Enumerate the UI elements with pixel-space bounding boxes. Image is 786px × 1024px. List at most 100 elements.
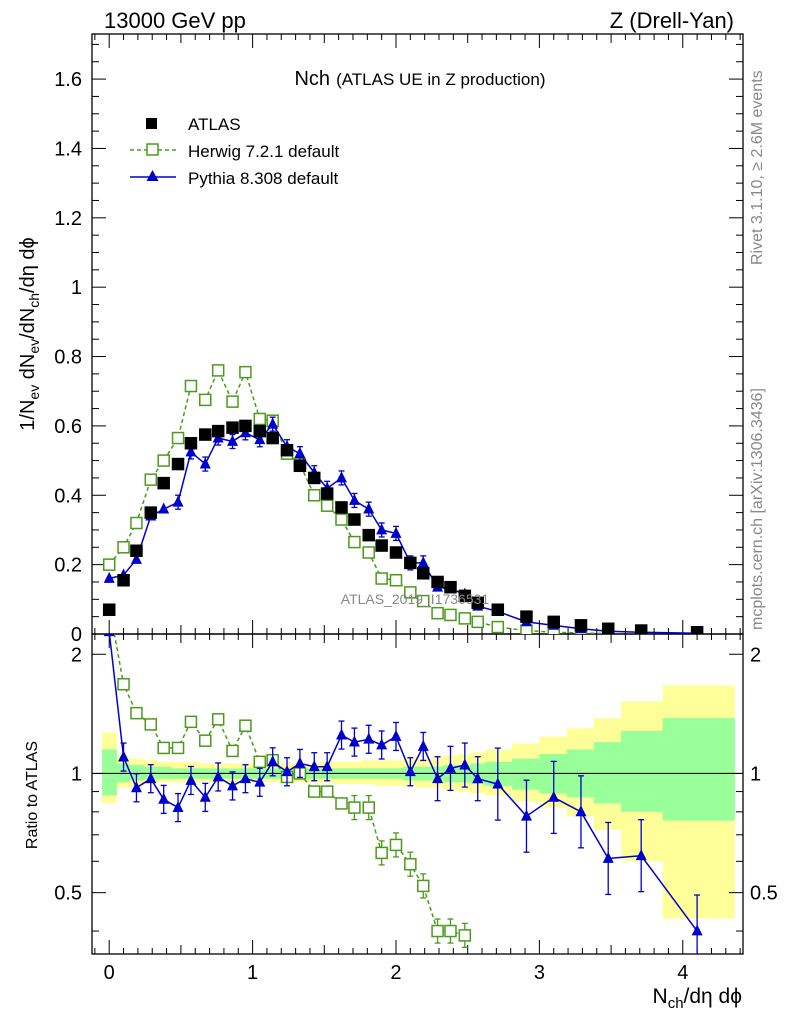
atlas-point [471,596,484,610]
atlas-point [520,610,533,623]
herwig-point [211,364,225,377]
legend-label-pythia: Pythia 8.308 default [188,169,339,188]
pythia-ratio-point [267,755,279,767]
x-tick-label: 0 [104,962,115,984]
pythia-point [103,571,115,583]
herwig-point [171,431,185,445]
ratio-y-tick-label-right: 1 [750,763,761,785]
y-tick-label: 0.2 [54,555,82,577]
atlas-point [184,436,198,450]
herwig-point [199,393,212,407]
herwig-ratio-point [431,924,444,938]
y-tick-label: 0.4 [54,485,82,507]
plot-title-main: Nch [294,68,330,90]
pythia-ratio-point [130,781,142,793]
atlas-point [335,501,348,514]
atlas-point [389,546,403,559]
atlas-point [171,457,185,471]
atlas-point [574,619,588,632]
pythia-ratio-point [158,792,170,804]
pythia-ratio-point [390,729,402,741]
atlas-point [601,622,615,634]
pythia-ratio-point [520,809,532,821]
x-tick-label: 4 [677,962,688,984]
ratio-plot-frame [91,633,744,955]
atlas-point [491,603,505,616]
plot-title: Nch (ATLAS UE in Z production) [294,68,545,90]
series-layer [102,364,704,954]
ratio-series-group [103,634,703,954]
herwig-ratio-point [199,734,212,747]
atlas-point [280,443,294,457]
atlas-point [199,428,212,441]
herwig-ratio-point [253,755,267,769]
atlas-point [253,424,267,438]
y-tick-label: 1.6 [54,69,82,91]
ratio-y-tick-label: 2 [71,644,82,666]
ratio-band-inner [662,718,735,821]
herwig-point [130,516,143,530]
ratio-y-tick-label-right: 0.5 [750,883,778,905]
pythia-point [376,523,388,535]
pythia-ratio-point [103,634,115,637]
herwig-point [335,513,348,526]
pythia-ratio-point [404,765,416,777]
atlas-point [362,528,375,542]
herwig-point [253,412,267,426]
herwig-point [308,489,321,502]
energy-label: 13000 GeV pp [104,8,246,33]
herwig-ratio-point [211,713,225,726]
y-tick-label: 0 [71,624,82,646]
pythia-ratio-point [321,760,333,772]
analysis-watermark: ATLAS_2019_I1736531 [341,591,490,607]
legend-marker-atlas [146,118,157,129]
pythia-ratio-point [172,800,184,812]
herwig-point [348,535,361,549]
pythia-ratio-point [227,779,239,791]
y-tick-label: 1 [71,277,82,299]
herwig-ratio-point [157,741,170,755]
legend: ATLAS Herwig 7.2.1 default Pythia 8.308 … [130,115,339,188]
pythia-ratio-point [199,790,211,802]
y-tick-label: 1.2 [54,208,82,230]
herwig-ratio-point [416,879,430,893]
pythia-ratio-point [281,765,293,777]
y-axis-title: 1/Nev dNev/dNch/dη dϕ [17,237,42,430]
atlas-point [144,506,158,519]
herwig-point [444,608,457,622]
herwig-point [320,499,334,512]
herwig-ratio-point [404,857,417,871]
pythia-ratio-point [548,790,560,802]
pythia-ratio-point [308,760,320,772]
pythia-ratio-point [492,777,504,789]
y-tick-label: 0.8 [54,347,82,369]
herwig-point [239,365,252,379]
atlas-point [320,487,334,500]
pythia-point [390,526,402,538]
pythia-point [199,457,211,469]
pythia-ratio-point [348,735,360,747]
pythia-ratio-point [417,739,429,751]
herwig-point [362,546,375,559]
herwig-ratio-point [171,741,185,755]
atlas-point [404,556,417,570]
pythia-ratio-point [363,732,375,744]
pythia-ratio-point [254,775,266,787]
ratio-y-axis-title: Ratio to ATLAS [24,741,41,849]
herwig-ratio-point [348,801,361,814]
y-tick-label: 0.6 [54,416,82,438]
atlas-point [117,573,130,587]
ratio-band-inner [102,749,117,796]
legend-marker-herwig [146,143,159,156]
x-tick-label: 1 [247,962,258,984]
pythia-ratio-point [432,772,444,784]
pythia-ratio-point [185,773,197,785]
herwig-point [226,395,239,408]
herwig-point [416,594,430,608]
herwig-ratio-point [362,801,375,814]
legend-marker-pythia [146,170,159,181]
main-series-group [102,364,704,634]
pythia-point [158,502,170,514]
herwig-ratio-point [130,706,143,720]
